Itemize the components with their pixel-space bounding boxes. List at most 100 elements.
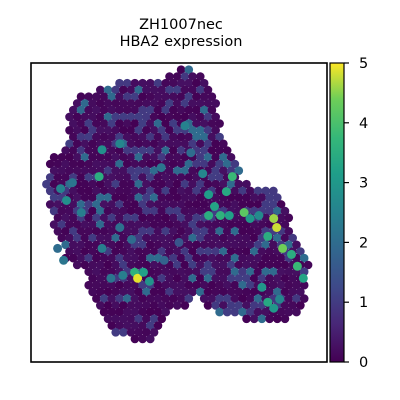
- tissue-spot: [138, 119, 147, 128]
- tissue-spot: [203, 220, 213, 229]
- tissue-spot: [115, 173, 124, 182]
- tissue-spot: [84, 280, 93, 290]
- tissue-spot: [222, 253, 232, 263]
- tissue-spot: [103, 85, 113, 95]
- tissue-spot: [226, 220, 236, 229]
- tissue-spot: [215, 267, 224, 277]
- tissue-spot: [207, 105, 217, 115]
- tissue-spot: [99, 280, 109, 290]
- tissue-spot: [53, 173, 63, 182]
- tissue-spot: [180, 274, 190, 283]
- tissue-spot: [146, 173, 155, 182]
- tissue-spot: [96, 220, 105, 229]
- tissue-spot: [103, 233, 113, 243]
- tissue-spot: [45, 200, 55, 209]
- tissue-spot: [192, 119, 201, 128]
- tissue-spot: [107, 294, 117, 303]
- tissue-spot: [65, 126, 74, 135]
- tissue-spot: [169, 78, 178, 88]
- tissue-spot: [103, 314, 113, 324]
- tissue-spot: [288, 233, 298, 243]
- tissue-spot: [284, 213, 294, 223]
- tissue-spot: [92, 213, 101, 223]
- tissue-spot: [284, 227, 294, 236]
- tissue-spot: [169, 173, 178, 182]
- tissue-spot: [219, 179, 228, 189]
- tissue-spot: [122, 321, 132, 330]
- tissue-spot: [207, 159, 217, 169]
- tissue-spot: [134, 85, 143, 95]
- tissue-spot: [146, 294, 155, 303]
- tissue-spot: [115, 159, 124, 169]
- expression-spot: [156, 163, 166, 173]
- tissue-spot: [138, 280, 147, 290]
- expression-spot: [56, 184, 66, 194]
- tissue-spot: [196, 274, 205, 283]
- tissue-spot: [161, 132, 170, 142]
- expression-spot: [215, 211, 225, 220]
- tissue-spot: [180, 85, 190, 95]
- tissue-spot: [184, 294, 194, 303]
- tissue-spot: [122, 200, 132, 209]
- tissue-spot: [238, 186, 247, 196]
- expression-spot: [227, 172, 237, 182]
- tissue-spot: [126, 126, 136, 135]
- tissue-spot: [138, 240, 147, 250]
- tissue-spot: [219, 139, 228, 149]
- tissue-spot: [96, 99, 105, 108]
- tissue-spot: [203, 153, 213, 162]
- tissue-spot: [169, 105, 178, 115]
- tissue-spot: [257, 260, 267, 270]
- tissue-spot: [65, 153, 74, 162]
- tissue-spot: [169, 294, 178, 303]
- tissue-spot: [88, 274, 97, 283]
- tissue-spot: [72, 139, 82, 149]
- tissue-spot: [146, 78, 155, 88]
- tissue-spot: [111, 287, 120, 297]
- tissue-spot: [184, 159, 194, 169]
- tissue-spot: [257, 314, 267, 324]
- tissue-spot: [292, 294, 301, 303]
- tissue-spot: [126, 287, 136, 297]
- tissue-spot: [184, 186, 194, 196]
- tissue-spot: [207, 173, 217, 182]
- tissue-spot: [149, 233, 159, 243]
- tissue-spot: [157, 153, 167, 162]
- tissue-spot: [146, 227, 155, 236]
- tissue-spot: [299, 294, 309, 303]
- tissue-spot: [203, 260, 213, 270]
- tissue-spot: [211, 260, 220, 270]
- tissue-spot: [72, 220, 82, 229]
- expression-spot: [159, 255, 169, 265]
- tissue-spot: [111, 99, 120, 108]
- tissue-spot: [146, 146, 155, 155]
- tissue-spot: [119, 85, 128, 95]
- tissue-spot: [76, 173, 86, 182]
- tissue-spot: [142, 328, 151, 337]
- tissue-spot: [115, 321, 124, 330]
- tissue-spot: [84, 186, 93, 196]
- tissue-spot: [184, 65, 194, 74]
- tissue-spot: [149, 99, 159, 108]
- tissue-spot: [199, 227, 209, 236]
- tissue-spot: [292, 307, 301, 317]
- tissue-spot: [119, 153, 128, 162]
- tissue-spot: [169, 253, 178, 263]
- tissue-spot: [288, 274, 298, 283]
- tissue-spot: [119, 206, 128, 216]
- tissue-spot: [115, 119, 124, 128]
- tissue-spot: [134, 112, 143, 122]
- tissue-spot: [69, 186, 78, 196]
- tissue-spot: [134, 301, 143, 310]
- tissue-spot: [280, 206, 290, 216]
- tissue-spot: [157, 274, 167, 283]
- expression-spot: [53, 243, 63, 253]
- tissue-spot: [134, 314, 143, 324]
- tissue-spot: [161, 227, 170, 236]
- tissue-spot: [153, 307, 163, 317]
- tissue-spot: [153, 213, 163, 223]
- tissue-spot: [130, 78, 140, 88]
- tissue-spot: [107, 213, 117, 223]
- tissue-spot: [126, 85, 136, 95]
- tissue-spot: [153, 105, 163, 115]
